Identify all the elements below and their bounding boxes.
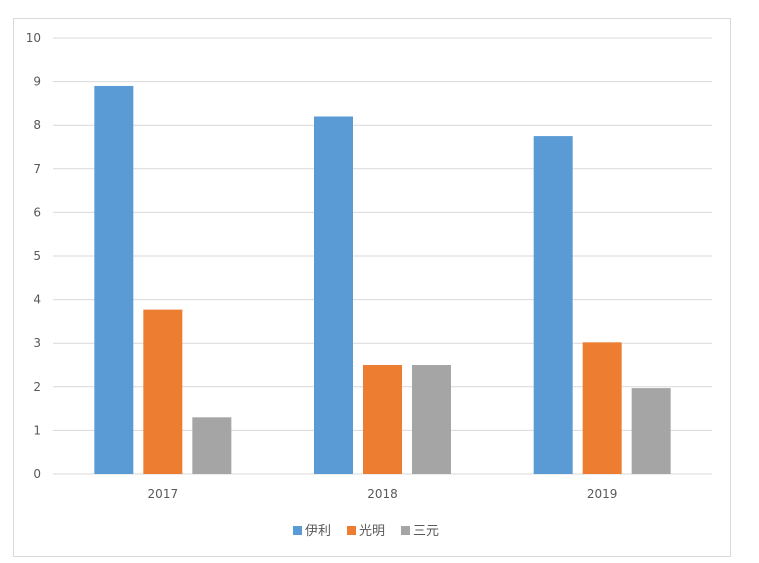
x-axis-tick-labels: 2017 2018 2019: [148, 487, 618, 501]
bar-三元-2018: [412, 365, 451, 474]
bar-光明-2019: [582, 342, 622, 474]
y-tick-label: 3: [33, 336, 41, 350]
y-tick-label: 10: [26, 31, 41, 45]
y-tick-label: 8: [33, 118, 41, 132]
legend: 伊利 光明 三元: [293, 524, 439, 539]
legend-swatch-三元: [401, 526, 410, 535]
bar-伊利-2019: [533, 136, 573, 474]
y-tick-label: 6: [33, 205, 41, 219]
y-tick-label: 9: [33, 75, 41, 89]
y-tick-label: 7: [33, 162, 41, 176]
bar-三元-2017: [192, 417, 232, 474]
y-tick-label: 5: [33, 249, 41, 263]
bars: [94, 85, 671, 475]
legend-swatch-伊利: [293, 526, 302, 535]
legend-swatch-光明: [347, 526, 356, 535]
bar-光明-2018: [363, 365, 402, 474]
y-axis-tick-labels: 0 1 2 3 4 5 6 7 8 9 10: [26, 31, 41, 481]
legend-label: 光明: [359, 524, 385, 539]
bar-伊利-2017: [94, 85, 134, 475]
y-tick-label: 1: [33, 423, 41, 437]
legend-label: 三元: [413, 524, 439, 539]
bar-三元-2019: [631, 388, 671, 474]
x-tick-label: 2017: [148, 487, 179, 501]
x-tick-label: 2018: [367, 487, 398, 501]
bar-光明-2017: [143, 309, 183, 474]
x-tick-label: 2019: [587, 487, 618, 501]
bar-伊利-2018: [314, 116, 353, 474]
y-tick-label: 2: [33, 380, 41, 394]
y-tick-label: 4: [33, 293, 41, 307]
y-tick-label: 0: [33, 467, 41, 481]
legend-label: 伊利: [305, 524, 331, 539]
